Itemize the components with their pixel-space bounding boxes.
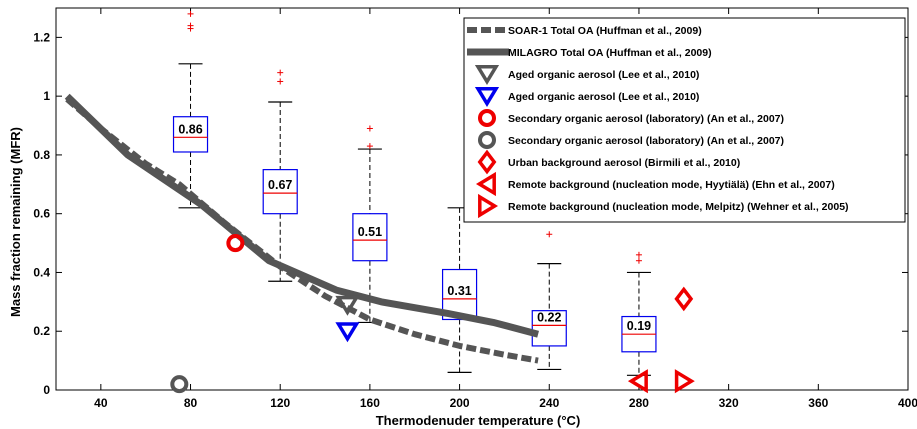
legend-entry: Remote background (nucleation mode, Melp…: [478, 193, 849, 219]
y-tick-label: 0.4: [33, 265, 50, 279]
legend-swatch-triangle-down: [474, 87, 500, 108]
legend-swatch-triangle-down: [474, 65, 500, 86]
legend-label: Remote background (nucleation mode, Melp…: [508, 201, 849, 213]
outlier-marker: [635, 251, 642, 258]
x-axis-title: Thermodenuder temperature (°C): [376, 413, 581, 428]
x-tick-label: 200: [450, 396, 470, 410]
legend-label: SOAR-1 Total OA (Huffman et al., 2009): [508, 25, 702, 37]
data-marker-diamond: [674, 286, 694, 312]
data-marker-triangle-left: [627, 369, 648, 394]
x-tick-label: 240: [539, 396, 559, 410]
legend-entry: Remote background (nucleation mode, Hyyt…: [475, 171, 835, 197]
data-marker-triangle-right: [674, 369, 695, 394]
legend-swatch-circle: [477, 130, 497, 150]
data-layer: 0.86 0.67 0.51 0.31 0.22 0.19: [64, 10, 695, 394]
x-tick-label: 400: [898, 396, 917, 410]
legend-swatch-circle: [477, 108, 497, 128]
x-tick-label: 360: [808, 396, 828, 410]
median-value-label: 0.51: [358, 225, 382, 239]
boxplot-80: [172, 10, 209, 209]
outlier-marker: [366, 125, 373, 132]
boxplot-200: [441, 207, 478, 373]
y-tick-label: 0.6: [33, 207, 50, 221]
data-marker-triangle-down: [335, 322, 360, 343]
milagro-total-oa-line: [64, 93, 539, 338]
legend-label: Secondary organic aerosol (laboratory) (…: [508, 113, 784, 125]
outlier-marker: [187, 10, 194, 17]
iqr-box: [172, 116, 209, 153]
iqr-box: [352, 213, 388, 262]
outlier-marker: [277, 69, 284, 76]
y-tick-label: 0.2: [33, 324, 50, 338]
data-marker-circle: [170, 375, 189, 394]
median-value-label: 0.86: [178, 122, 202, 136]
x-tick-label: 320: [719, 396, 739, 410]
outlier-marker: [187, 22, 194, 29]
median-value-label: 0.22: [537, 310, 561, 324]
y-tick-label: 0.8: [33, 148, 50, 162]
outlier-marker: [546, 231, 553, 238]
legend-label: Urban background aerosol (Birmili et al.…: [508, 157, 740, 169]
legend-label: MILAGRO Total OA (Huffman et al., 2009): [508, 47, 712, 59]
x-tick-label: 120: [270, 396, 290, 410]
legend-swatch-diamond: [477, 149, 497, 175]
outlier-marker: [277, 78, 284, 85]
data-marker-triangle-down: [335, 295, 360, 316]
iqr-box: [441, 268, 478, 321]
y-tick-label: 1: [43, 89, 50, 103]
iqr-box: [262, 169, 298, 215]
y-tick-label: 1.2: [33, 30, 50, 44]
outlier-marker: [366, 143, 373, 150]
legend-entry: Aged organic aerosol (Lee et al., 2010): [474, 87, 699, 108]
legend-entry: MILAGRO Total OA (Huffman et al., 2009): [467, 47, 712, 59]
x-tick-label: 80: [184, 396, 198, 410]
axis-frame: [55, 7, 909, 391]
x-tick-label: 160: [360, 396, 380, 410]
legend-entry: SOAR-1 Total OA (Huffman et al., 2009): [467, 25, 702, 37]
x-tick-label: 40: [94, 396, 108, 410]
x-tick-label: 280: [629, 396, 649, 410]
legend-swatch-triangle-right: [478, 193, 499, 219]
median-value-label: 0.31: [447, 284, 471, 298]
legend-entry: Aged organic aerosol (Lee et al., 2010): [474, 65, 699, 86]
y-tick-label: 0: [43, 383, 50, 397]
legend-label: Aged organic aerosol (Lee et al., 2010): [508, 91, 699, 103]
boxplot-240: [531, 231, 567, 371]
legend-label: Secondary organic aerosol (laboratory) (…: [508, 135, 784, 147]
legend-entry: Urban background aerosol (Birmili et al.…: [477, 149, 740, 175]
boxplot-160: [352, 125, 388, 324]
median-value-label: 0.67: [268, 178, 292, 192]
legend: SOAR-1 Total OA (Huffman et al., 2009) MI…: [463, 17, 906, 223]
outlier-marker: [635, 257, 642, 264]
legend-label: Aged organic aerosol (Lee et al., 2010): [508, 69, 699, 81]
legend-entry: Secondary organic aerosol (laboratory) (…: [477, 130, 784, 150]
legend-box: [463, 17, 906, 223]
legend-swatch-triangle-left: [475, 171, 496, 197]
median-value-label: 0.19: [627, 319, 651, 333]
legend-label: Remote background (nucleation mode, Hyyt…: [508, 179, 835, 191]
axes: 40 80 120 160 200 240 280 320 360 400 0 0.2 0.4 0.6 0.…: [33, 7, 917, 410]
data-marker-circle: [226, 234, 245, 253]
iqr-box: [531, 310, 567, 347]
legend-entry: Secondary organic aerosol (laboratory) (…: [477, 108, 784, 128]
y-axis-title: Mass fraction remaining (MFR): [8, 127, 23, 317]
